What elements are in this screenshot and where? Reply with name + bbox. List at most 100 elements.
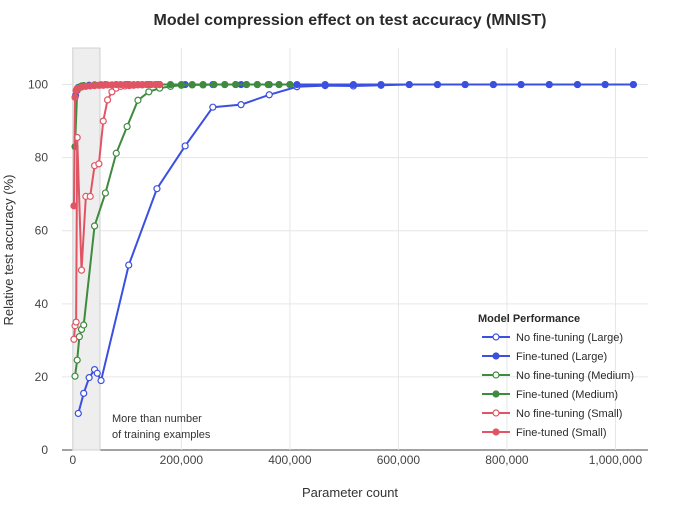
legend-swatch-marker [492,428,500,436]
y-tick-label: 40 [35,297,49,311]
legend-label: Fine-tuned (Medium) [516,389,618,401]
data-point [377,80,385,89]
legend-swatch-marker [492,390,500,398]
data-point [112,149,120,157]
data-point [209,103,217,111]
series-1 [74,80,637,418]
legend-item: No fine-tuning (Small) [482,408,622,420]
data-point [95,160,103,168]
y-tick-label: 80 [35,151,49,165]
legend-label: No fine-tuning (Small) [516,408,622,420]
legend-swatch-marker [492,371,500,379]
shaded-region: More than number of training examples [72,47,211,451]
data-point [73,356,81,364]
data-point [199,80,207,89]
data-point [72,318,80,326]
data-point [489,80,497,89]
data-point [80,389,88,397]
x-tick-label: 1,000,000 [589,453,643,467]
series-line [77,83,634,414]
data-point [177,80,185,89]
x-tick-label: 200,000 [160,453,204,467]
axes: 0 20 40 60 80 100 0 200,000 400,000 600,000 800,00… [28,78,642,467]
data-point [405,80,413,89]
y-axis-label: Relative test accuracy (%) [1,175,16,326]
y-tick-label: 20 [35,370,49,384]
x-tick-label: 600,000 [377,453,421,467]
data-point [433,80,442,89]
data-point [265,91,273,99]
y-tick-label: 60 [35,224,49,238]
data-point [153,185,161,193]
data-point [275,80,283,89]
data-point [145,88,153,96]
data-point [517,80,525,89]
legend-item: No fine-tuning (Large) [482,332,623,344]
legend-label: Fine-tuned (Small) [516,427,606,439]
data-point [264,80,272,89]
data-point [99,117,107,125]
data-point [232,80,240,89]
legend-swatch-marker [492,409,500,417]
series-line [74,83,290,147]
data-point [71,372,79,380]
data-point [93,369,101,377]
data-point [74,409,82,418]
legend-item: No fine-tuning (Medium) [482,370,634,382]
data-point [125,261,133,269]
data-point [97,376,105,385]
series-6 [70,80,164,210]
data-point [629,80,637,89]
legend-item: Fine-tuned (Large) [482,351,607,363]
data-point [134,96,142,104]
data-point [86,192,94,200]
data-point [601,80,609,89]
x-tick-label: 0 [70,453,77,467]
series-layer [70,80,637,418]
data-point [237,101,245,109]
x-axis-label: Parameter count [302,485,398,500]
data-point [166,80,175,89]
data-point [70,335,78,343]
legend-label: No fine-tuning (Medium) [516,370,634,382]
data-point [349,80,357,89]
data-point [71,93,79,101]
data-point [286,80,294,89]
data-point [85,374,93,382]
legend-label: No fine-tuning (Large) [516,332,623,344]
x-tick-label: 800,000 [485,453,529,467]
data-point [321,80,329,89]
data-point [181,142,189,150]
legend-swatch-marker [492,333,500,341]
legend-item: Fine-tuned (Small) [482,427,606,439]
data-point [80,321,88,329]
data-point [242,80,251,89]
data-point [545,80,553,89]
legend-swatch-marker [492,352,500,360]
legend: Model Performance No fine-tuning (Large)… [478,313,634,439]
data-point [103,96,112,104]
chart-title: Model compression effect on test accurac… [154,12,547,29]
data-point [101,189,110,197]
data-point [77,266,86,274]
data-point [221,80,229,89]
data-point [123,122,131,131]
data-point [253,80,261,89]
data-point [90,222,99,230]
x-tick-label: 400,000 [268,453,312,467]
data-point [156,80,164,89]
annotation-line-2: of training examples [112,429,211,441]
data-point [293,80,301,89]
legend-label: Fine-tuned (Large) [516,351,607,363]
data-point [188,80,196,89]
y-tick-label: 0 [41,443,48,457]
legend-title: Model Performance [478,313,580,325]
data-point [573,80,582,89]
annotation-line-1: More than number [112,413,202,425]
y-tick-label: 100 [28,78,48,92]
legend-item: Fine-tuned (Medium) [482,389,618,401]
data-point [210,80,218,89]
data-point [461,80,469,89]
